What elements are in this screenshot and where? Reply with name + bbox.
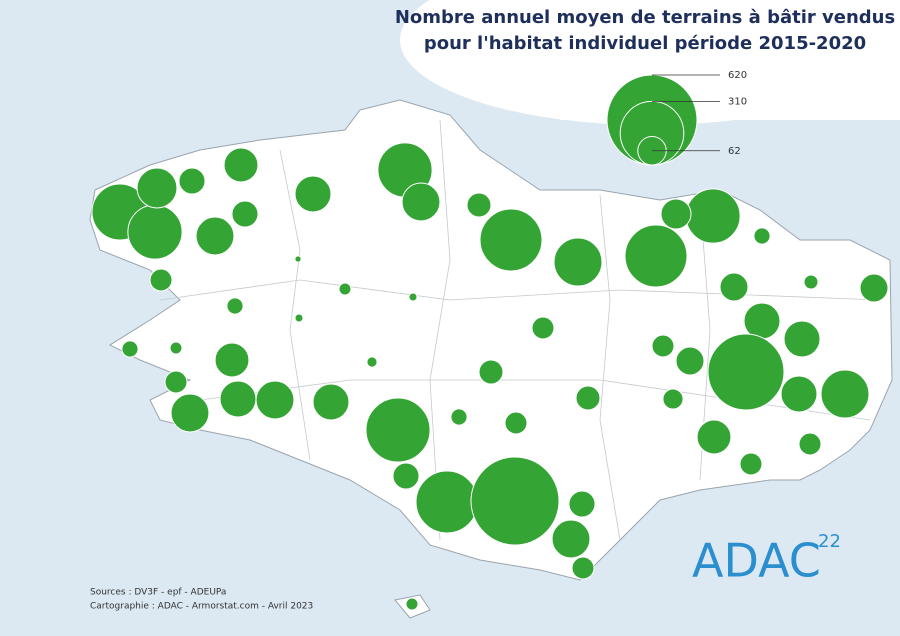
logo-number: 22 <box>818 531 841 552</box>
circle <box>255 380 295 420</box>
circle <box>739 452 763 476</box>
circle <box>219 380 257 418</box>
circle <box>121 340 139 358</box>
sources: Sources : DV3F - epf - ADEUPa <box>90 588 226 598</box>
circle <box>553 237 603 287</box>
circle <box>753 227 771 245</box>
title: Nombre annuel moyen de terrains à bâtir … <box>395 7 895 28</box>
circle <box>783 320 821 358</box>
circle <box>571 556 595 580</box>
circle <box>531 316 555 340</box>
circle <box>164 370 188 394</box>
circle <box>401 182 441 222</box>
circle <box>478 359 504 385</box>
circle <box>568 490 596 518</box>
circle <box>312 383 350 421</box>
circle <box>707 333 785 411</box>
legend: 620 310 62 <box>606 70 747 166</box>
circle <box>195 216 235 256</box>
circle <box>675 346 705 376</box>
circles <box>91 142 889 611</box>
circle <box>178 167 206 195</box>
circle <box>169 341 183 355</box>
circle <box>149 268 173 292</box>
circle <box>170 393 210 433</box>
circle <box>803 274 819 290</box>
circle <box>136 167 178 209</box>
circle <box>466 192 492 218</box>
circle <box>685 188 741 244</box>
circle <box>575 385 601 411</box>
circle <box>214 342 250 378</box>
circle <box>231 200 259 228</box>
circle <box>660 198 692 230</box>
circle <box>662 388 684 410</box>
circle <box>820 369 870 419</box>
circle <box>859 273 889 303</box>
circle <box>294 313 304 323</box>
legend-label: 62 <box>728 146 741 157</box>
circle <box>338 282 352 296</box>
credit: Cartographie : ADAC - Armorstat.com - Av… <box>90 602 313 612</box>
circle <box>415 470 479 534</box>
circle <box>408 292 418 302</box>
circle <box>294 255 302 263</box>
circle <box>365 397 431 463</box>
circle <box>504 411 528 435</box>
circle <box>551 519 591 559</box>
legend-label: 620 <box>728 70 747 81</box>
circle <box>405 597 419 611</box>
circle <box>696 419 732 455</box>
circle <box>470 456 560 546</box>
circle <box>798 432 822 456</box>
circle <box>294 175 332 213</box>
circle <box>780 375 818 413</box>
legend-label: 310 <box>728 96 747 107</box>
circle <box>127 204 183 260</box>
circle <box>719 272 749 302</box>
circle <box>651 334 675 358</box>
circle <box>624 224 688 288</box>
circle <box>392 462 420 490</box>
title: pour l'habitat individuel période 2015-2… <box>424 33 866 54</box>
circle <box>479 208 543 272</box>
circle <box>743 302 781 340</box>
circle <box>226 297 244 315</box>
circle <box>450 408 468 426</box>
logo: ADAC <box>692 534 821 588</box>
circle <box>223 147 259 183</box>
circle <box>366 356 378 368</box>
